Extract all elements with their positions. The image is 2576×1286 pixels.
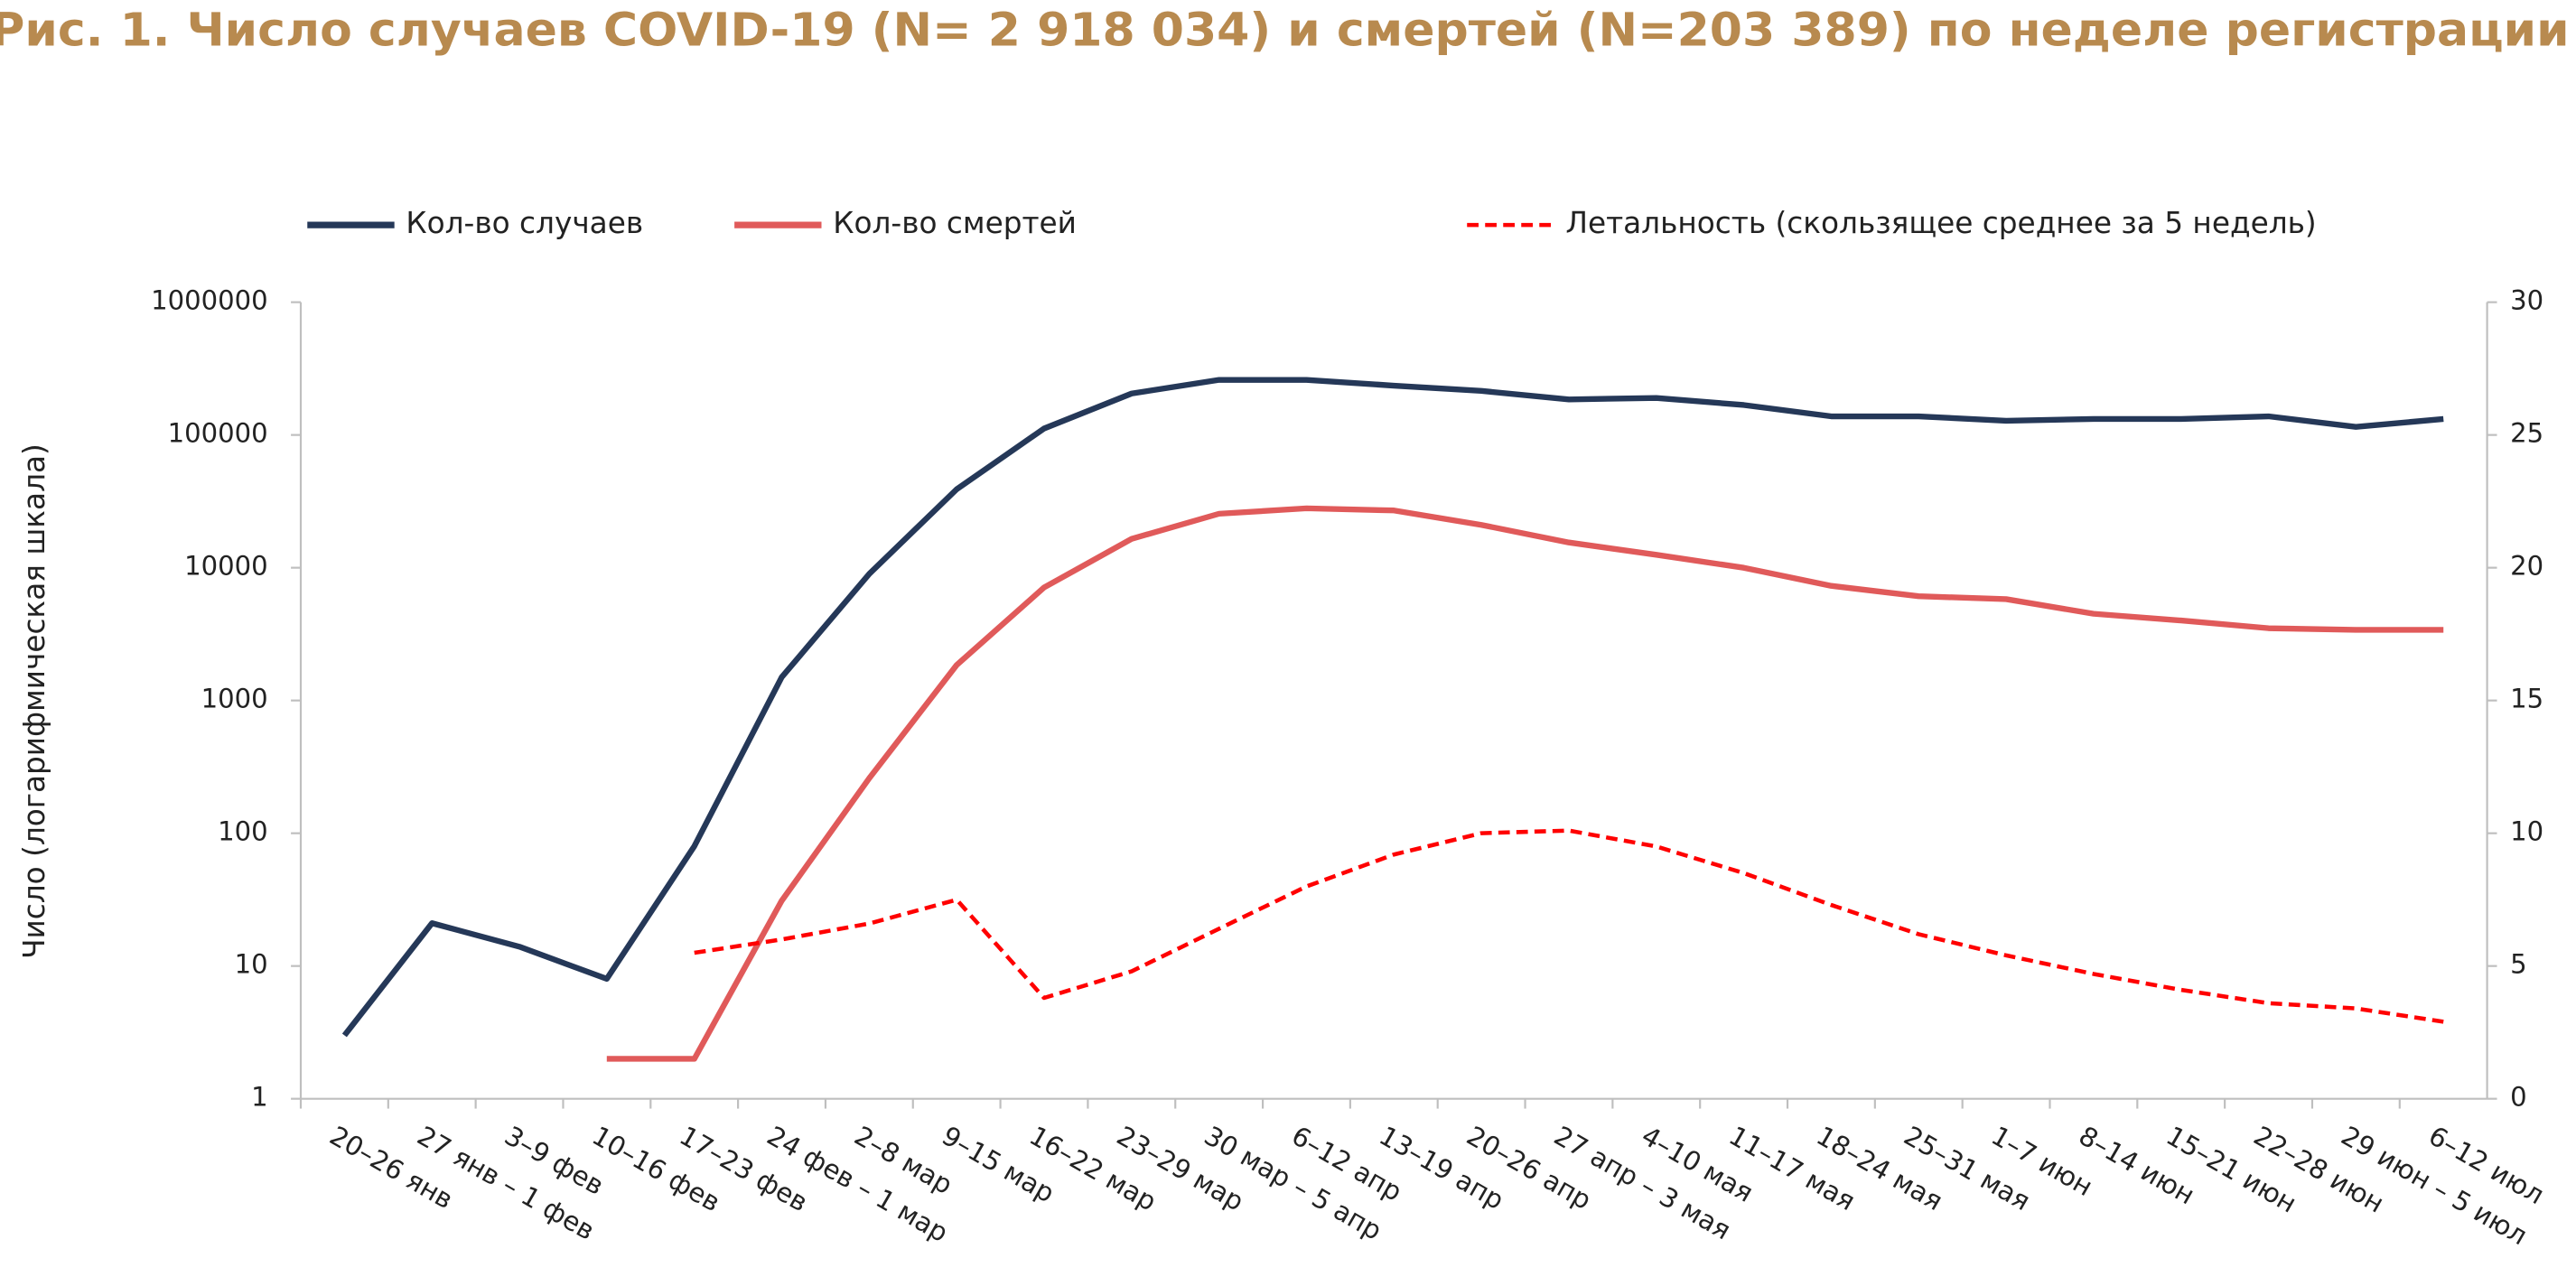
legend-label: Кол-во случаев	[406, 206, 643, 240]
y2-tick-label: 10	[2510, 816, 2543, 847]
y-tick-label: 1000000	[151, 285, 268, 316]
legend-label: Кол-во смертей	[833, 206, 1077, 240]
y-axis-label: Число (логарифмическая шкала)	[17, 443, 51, 959]
y2-tick-label: 25	[2510, 418, 2543, 449]
y2-tick-label: 0	[2510, 1082, 2527, 1113]
y-tick-label: 10	[235, 949, 268, 980]
y2-tick-label: 20	[2510, 551, 2543, 582]
y-tick-label: 100	[218, 816, 268, 847]
y-tick-label: 100000	[168, 418, 268, 449]
y-tick-label: 1	[251, 1082, 268, 1113]
chart-title: Рис. 1. Число случаев COVID-19 (N= 2 918…	[0, 4, 2570, 57]
y-tick-label: 1000	[201, 684, 268, 714]
y2-tick-label: 5	[2510, 949, 2527, 980]
y2-tick-label: 15	[2510, 684, 2543, 714]
series-line	[694, 828, 2444, 1024]
y-tick-label: 10000	[184, 551, 268, 582]
legend-label: Летальность (скользящее среднее за 5 нед…	[1565, 206, 2316, 240]
y2-tick-label: 30	[2510, 285, 2543, 316]
series-line	[341, 377, 2444, 1038]
series-line	[606, 505, 2444, 1062]
